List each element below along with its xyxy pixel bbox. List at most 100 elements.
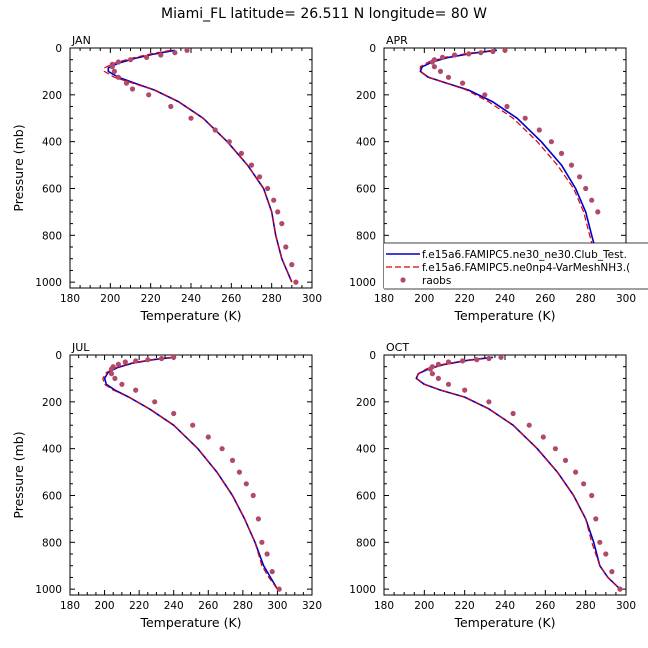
y-tick-label: 400: [356, 137, 376, 149]
raobs-point: [460, 80, 466, 86]
series-line-ne30: [103, 356, 279, 590]
raobs-point: [171, 410, 177, 417]
raobs-point: [115, 74, 121, 80]
raobs-point: [188, 115, 194, 121]
raobs-point: [158, 52, 164, 58]
raobs-point: [265, 185, 271, 192]
y-tick-label: 800: [42, 537, 62, 549]
x-tick-label: 280: [576, 600, 596, 612]
raobs-point: [171, 355, 177, 360]
raobs-point: [133, 358, 139, 364]
legend: f.e15a6.FAMIPC5.ne30_ne30.Club_Test.f.e1…: [384, 242, 648, 290]
raobs-point: [540, 434, 546, 440]
y-tick-label: 1000: [349, 277, 376, 289]
y-tick-label: 200: [42, 90, 62, 102]
raobs-point: [558, 150, 565, 156]
raobs-point: [589, 197, 595, 203]
x-tick-label: 180: [374, 293, 394, 305]
raobs-point: [159, 355, 165, 362]
plot-frame: [69, 354, 313, 596]
raobs-point: [466, 51, 472, 57]
raobs-point: [445, 381, 452, 387]
panel-jul: JUL 180 200 220 240 260 280 300 320 0 200 400 600 800…: [11, 341, 322, 630]
x-tick-label: 280: [262, 293, 282, 305]
raobs-point: [435, 361, 441, 367]
y-tick-label: 1000: [349, 584, 376, 596]
raobs-point: [122, 359, 128, 365]
series-line-varmesh: [415, 356, 621, 590]
x-axis-label: Temperature (K): [453, 308, 555, 323]
legend-entry: f.e15a6.FAMIPC5.ne30_ne30.Club_Test.: [422, 249, 627, 261]
raobs-point: [427, 366, 433, 372]
x-tick-label: 180: [60, 293, 80, 305]
raobs-point: [219, 446, 225, 452]
main-title: Miami_FL latitude= 26.511 N longitude= 8…: [161, 6, 487, 22]
raobs-point: [145, 357, 151, 363]
raobs-point: [236, 469, 242, 475]
raobs-point: [445, 74, 452, 80]
y-tick-label: 0: [369, 350, 376, 362]
data-layer: [103, 48, 299, 285]
x-tick-label: 260: [535, 600, 555, 612]
raobs-point: [229, 457, 236, 463]
raobs-point: [152, 399, 158, 405]
raobs-point: [617, 586, 623, 592]
legend-entry: raobs: [422, 275, 451, 287]
x-tick-label: 280: [233, 600, 253, 612]
raobs-point: [568, 162, 575, 168]
raobs-point: [593, 516, 599, 522]
legend-swatch-raobs: [400, 277, 406, 283]
raobs-point: [108, 371, 115, 377]
raobs-point: [536, 127, 542, 133]
y-tick-label: 400: [42, 137, 62, 149]
raobs-point: [264, 551, 270, 557]
raobs-point: [109, 64, 115, 70]
raobs-point: [462, 387, 468, 393]
raobs-point: [190, 422, 196, 428]
raobs-point: [562, 457, 569, 463]
legend-entry: f.e15a6.FAMIPC5.ne0np4-VarMeshNH3.(: [422, 262, 630, 274]
raobs-point: [276, 586, 282, 592]
raobs-point: [445, 359, 452, 365]
raobs-point: [460, 358, 466, 364]
raobs-point: [583, 185, 589, 192]
raobs-point: [271, 197, 277, 203]
raobs-point: [184, 48, 190, 53]
x-tick-label: 280: [576, 293, 596, 305]
raobs-point: [127, 57, 134, 63]
data-layer: [415, 355, 623, 592]
raobs-point: [168, 103, 174, 110]
raobs-point: [115, 361, 121, 367]
x-tick-label: 180: [60, 600, 80, 612]
panel-label: JUL: [71, 341, 90, 354]
y-axis-label: Pressure (mb): [11, 431, 26, 518]
raobs-point: [502, 48, 508, 53]
raobs-point: [283, 244, 289, 250]
raobs-point: [603, 551, 609, 557]
raobs-point: [238, 150, 244, 156]
series-line-ne30: [107, 49, 293, 283]
x-tick-label: 300: [616, 600, 636, 612]
raobs-point: [172, 50, 178, 56]
raobs-point: [212, 127, 218, 133]
raobs-point: [482, 92, 488, 98]
raobs-point: [437, 68, 444, 74]
raobs-point: [226, 139, 232, 145]
raobs-point: [548, 139, 555, 145]
x-tick-label: 220: [455, 600, 475, 612]
raobs-point: [112, 375, 118, 381]
panel-label: OCT: [386, 341, 409, 354]
raobs-point: [115, 59, 121, 65]
raobs-point: [257, 174, 263, 180]
raobs-point: [498, 355, 504, 360]
raobs-point: [243, 481, 249, 487]
x-tick-label: 300: [302, 293, 322, 305]
y-tick-label: 0: [55, 350, 62, 362]
raobs-point: [293, 279, 299, 285]
raobs-point: [269, 569, 275, 575]
raobs-point: [577, 174, 583, 180]
raobs-point: [129, 86, 136, 92]
y-tick-label: 600: [42, 183, 62, 195]
x-tick-label: 200: [414, 600, 434, 612]
y-tick-label: 800: [356, 537, 376, 549]
